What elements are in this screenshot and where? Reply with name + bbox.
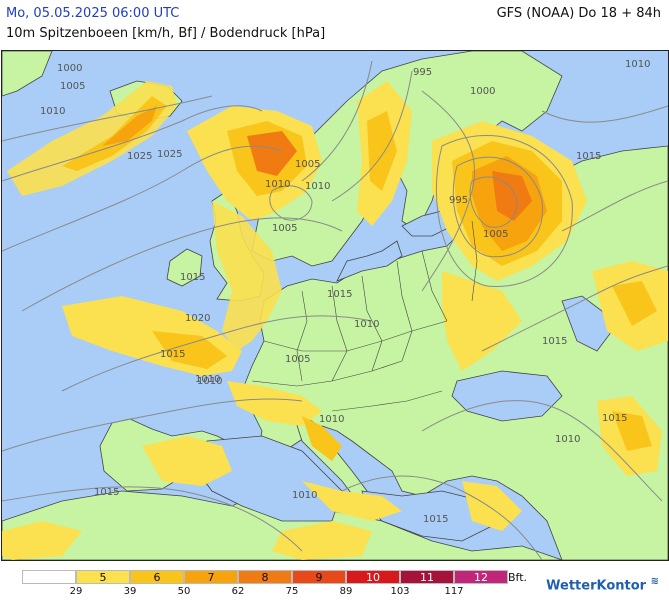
- isobars: [2, 60, 668, 560]
- isobar-label: 1015: [327, 289, 352, 300]
- legend-cell: 10: [346, 570, 400, 584]
- ireland: [166, 248, 203, 287]
- isobar-label: 1010: [197, 376, 222, 387]
- isobar-label: 1010: [319, 414, 344, 425]
- isobar-label: 1005: [295, 159, 320, 170]
- isobar-label: 1015: [94, 487, 119, 498]
- legend-unit: Bft.: [508, 571, 528, 584]
- isobar-labels: 1000 1005 1010 1025 995 1000 1010 1015 1…: [40, 59, 650, 525]
- isobar-label: 1015: [160, 349, 185, 360]
- isobar-label: 1010: [555, 434, 580, 445]
- isobar-label: 1015: [542, 336, 567, 347]
- isobar-label: 1005: [272, 223, 297, 234]
- map-canvas: 1000 1005 1010 1025 995 1000 1010 1015 1…: [2, 51, 668, 560]
- isobar-label: 1015: [423, 514, 448, 525]
- legend-tick: 117: [444, 586, 464, 597]
- legend-tick: 89: [339, 586, 353, 597]
- isobar-label: 1015: [576, 151, 601, 162]
- inland-seas: [196, 210, 613, 542]
- legend-tick: 75: [285, 586, 299, 597]
- isobar-label: 1025: [127, 151, 152, 162]
- brand-name: WetterKontor: [546, 578, 647, 594]
- black-sea: [451, 370, 563, 422]
- isobar-label: 1015: [602, 413, 627, 424]
- legend-cell: 5: [76, 570, 130, 584]
- legend-cell: 11: [400, 570, 454, 584]
- baltic-sea: [336, 240, 403, 282]
- wind-gust-overlay: [2, 81, 668, 560]
- parameter-title: 10m Spitzenboeen [km/h, Bf] / Bodendruck…: [6, 26, 326, 41]
- isobar-label: 1005: [285, 354, 310, 365]
- legend-cell: 8: [238, 570, 292, 584]
- isobar-label: 1005: [60, 81, 85, 92]
- legend-cell: 9: [292, 570, 346, 584]
- legend-cell: 12: [454, 570, 508, 584]
- isobar-label: 1010: [305, 181, 330, 192]
- isobar-label: 1015: [180, 272, 205, 283]
- legend-tick: 50: [177, 586, 191, 597]
- isobar-label: 1010: [354, 319, 379, 330]
- wind-icon: ≋: [650, 576, 659, 587]
- isobar-label: 1020: [185, 313, 210, 324]
- isobar-label: 1025: [157, 149, 182, 160]
- isobar-label: 1010: [265, 179, 290, 190]
- forecast-datetime: Mo, 05.05.2025 06:00 UTC: [6, 6, 180, 21]
- wetterkontor-logo[interactable]: WetterKontor ≋: [546, 576, 659, 593]
- legend-tick: 62: [231, 586, 245, 597]
- country-borders: [251, 220, 478, 412]
- isobar-label: 1000: [470, 86, 495, 97]
- isobar-label: 1010: [195, 374, 220, 385]
- legend-tick: 39: [123, 586, 137, 597]
- legend-cell: [22, 570, 76, 584]
- legend-cell: 6: [130, 570, 184, 584]
- isobar-label: 1010: [625, 59, 650, 70]
- isobar-label: 1010: [40, 106, 65, 117]
- isobar-label: 1010: [292, 490, 317, 501]
- greenland: [2, 51, 53, 97]
- model-run-label: GFS (NOAA) Do 18 + 84h: [496, 6, 661, 21]
- isobar-label: 995: [413, 67, 432, 78]
- weather-map[interactable]: 1000 1005 1010 1025 995 1000 1010 1015 1…: [1, 50, 669, 561]
- isobar-label: 1005: [483, 229, 508, 240]
- legend-tick: 103: [390, 586, 410, 597]
- isobar-label: 995: [449, 195, 468, 206]
- legend-tick: 29: [69, 586, 83, 597]
- legend-cell: 7: [184, 570, 238, 584]
- isobar-label: 1000: [57, 63, 82, 74]
